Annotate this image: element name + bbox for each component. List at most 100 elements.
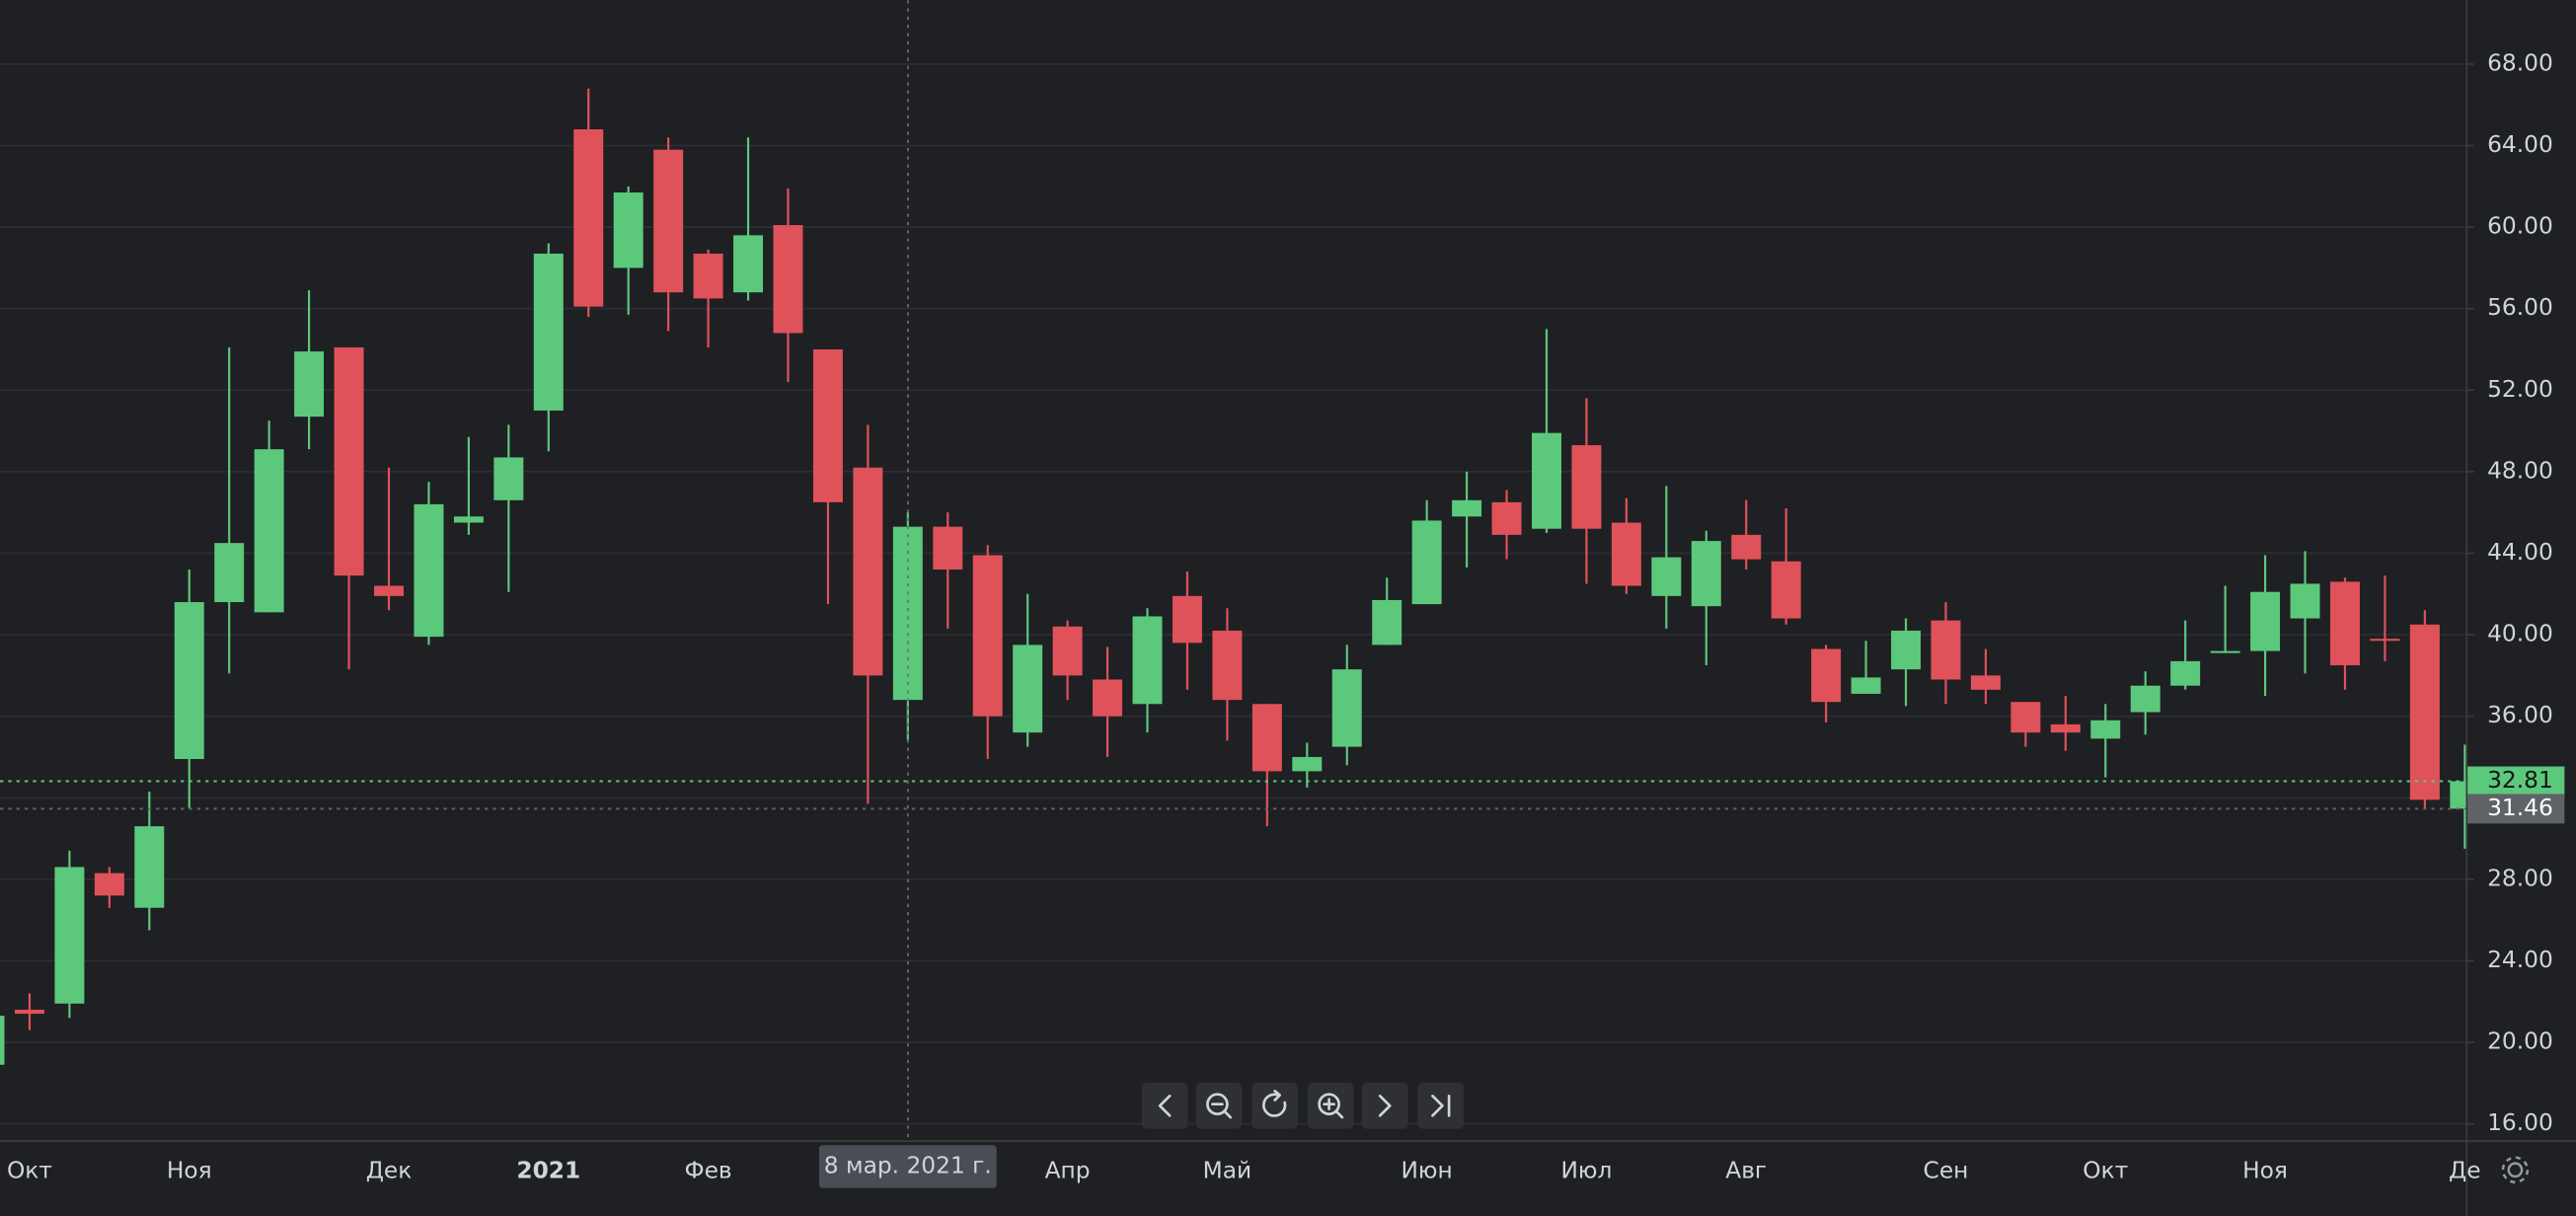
crosshair-label-text: 8 мар. 2021 г. xyxy=(824,1152,992,1178)
candle-body xyxy=(1611,522,1641,586)
crosshair-time-label: 8 мар. 2021 г. xyxy=(818,1145,997,1188)
y-tick-label: 28.00 xyxy=(2487,865,2553,891)
zoom-in-button[interactable] xyxy=(1307,1083,1354,1129)
candle-body xyxy=(653,149,684,293)
candle-body xyxy=(493,457,524,500)
candle-body xyxy=(1771,561,1801,619)
candle-body xyxy=(0,1016,5,1065)
candle-body xyxy=(2170,660,2201,686)
candle-body xyxy=(2370,639,2400,642)
candle-body xyxy=(2450,781,2466,809)
x-tick-label: Ноя xyxy=(167,1157,212,1183)
y-tick-label: 60.00 xyxy=(2487,213,2553,240)
x-tick-label: Май xyxy=(1203,1157,1252,1183)
price-label: 31.46 xyxy=(2487,795,2553,821)
candle-body xyxy=(1372,599,1402,646)
toolbar xyxy=(1141,1083,1465,1129)
candle-body xyxy=(1731,534,1762,560)
x-tick-label: Ноя xyxy=(2242,1157,2288,1183)
reset-button[interactable] xyxy=(1251,1083,1298,1129)
candle-body xyxy=(1212,630,1243,701)
candle-body xyxy=(1172,595,1202,644)
x-tick-label: Сен xyxy=(1924,1157,1969,1183)
candle-body xyxy=(1931,620,1961,680)
candle-body xyxy=(1331,669,1362,747)
price-label: 32.81 xyxy=(2487,767,2553,794)
x-tick-label: Окт xyxy=(2083,1157,2128,1183)
candle-body xyxy=(1093,679,1123,717)
candle-body xyxy=(773,225,803,334)
candle-body xyxy=(254,449,284,613)
crosshair-label-box xyxy=(818,1145,997,1188)
candle-body xyxy=(214,543,245,603)
axes: 16.0020.0024.0028.0032.0036.0040.0044.00… xyxy=(7,49,2565,1188)
x-tick-label: Июл xyxy=(1560,1157,1612,1183)
candle-body xyxy=(1013,645,1043,733)
candle-body xyxy=(1851,677,1881,694)
y-tick-label: 48.00 xyxy=(2487,457,2553,484)
candle-body xyxy=(2250,591,2281,651)
candle-body xyxy=(2290,583,2320,619)
y-tick-label: 56.00 xyxy=(2487,294,2553,321)
candle-body xyxy=(374,585,404,596)
y-tick-label: 64.00 xyxy=(2487,131,2553,158)
x-tick-label: Де xyxy=(2449,1157,2481,1183)
candle-body xyxy=(693,253,723,299)
candle-body xyxy=(1970,675,2001,690)
candle-body xyxy=(14,1009,44,1015)
y-tick-label: 52.00 xyxy=(2487,376,2553,403)
x-tick-label: Окт xyxy=(7,1157,52,1183)
x-tick-label: Фев xyxy=(685,1157,732,1183)
candle-body xyxy=(892,526,923,701)
candle-body xyxy=(1891,630,1922,670)
price-label-box xyxy=(2467,766,2565,797)
candle-body xyxy=(134,826,165,908)
y-tick-label: 36.00 xyxy=(2487,702,2553,728)
candle-body xyxy=(1292,756,1323,772)
y-tick-label: 20.00 xyxy=(2487,1028,2553,1055)
candle-body xyxy=(573,129,604,307)
scroll-to-end-button[interactable] xyxy=(1417,1083,1465,1129)
y-tick-label: 44.00 xyxy=(2487,539,2553,566)
candle-body xyxy=(294,351,325,418)
plot-area xyxy=(0,0,2466,1141)
candle-body xyxy=(1651,557,1682,596)
candle-body xyxy=(812,349,843,502)
x-tick-label: Июн xyxy=(1402,1157,1453,1183)
candle-body xyxy=(414,503,444,638)
x-tick-label: Дек xyxy=(366,1157,413,1183)
candle-body xyxy=(453,516,484,523)
y-tick-label: 24.00 xyxy=(2487,947,2553,973)
zoom-out-button[interactable] xyxy=(1195,1083,1243,1129)
y-tick-label: 68.00 xyxy=(2487,49,2553,76)
x-tick-label: 2021 xyxy=(516,1157,580,1183)
y-tick-label: 40.00 xyxy=(2487,621,2553,647)
candle-body xyxy=(1571,445,1602,529)
candle-body xyxy=(2210,650,2240,653)
candle-body xyxy=(54,867,85,1004)
candle-body xyxy=(613,192,644,268)
candle-body xyxy=(2090,720,2121,739)
scroll-left-button[interactable] xyxy=(1141,1083,1188,1129)
candle-body xyxy=(1132,616,1163,705)
candle-body xyxy=(1691,541,1721,607)
candle-body xyxy=(1052,626,1083,676)
price-label-box xyxy=(2467,794,2565,824)
candle-body xyxy=(1452,499,1482,517)
grid xyxy=(0,63,2466,1125)
y-tick-label: 16.00 xyxy=(2487,1109,2553,1136)
candle-body xyxy=(972,555,1003,717)
scroll-right-button[interactable] xyxy=(1361,1083,1408,1129)
candle-body xyxy=(533,253,564,411)
candle-body xyxy=(1532,432,1561,529)
candle-body xyxy=(933,526,963,570)
candle-body xyxy=(2050,723,2081,733)
settings-button[interactable] xyxy=(2501,1156,2530,1184)
x-tick-label: Апр xyxy=(1045,1157,1091,1183)
candle-body xyxy=(1491,501,1522,535)
candle-body xyxy=(2130,685,2160,713)
candle-body xyxy=(1811,648,1842,703)
candle-body xyxy=(2409,624,2440,800)
